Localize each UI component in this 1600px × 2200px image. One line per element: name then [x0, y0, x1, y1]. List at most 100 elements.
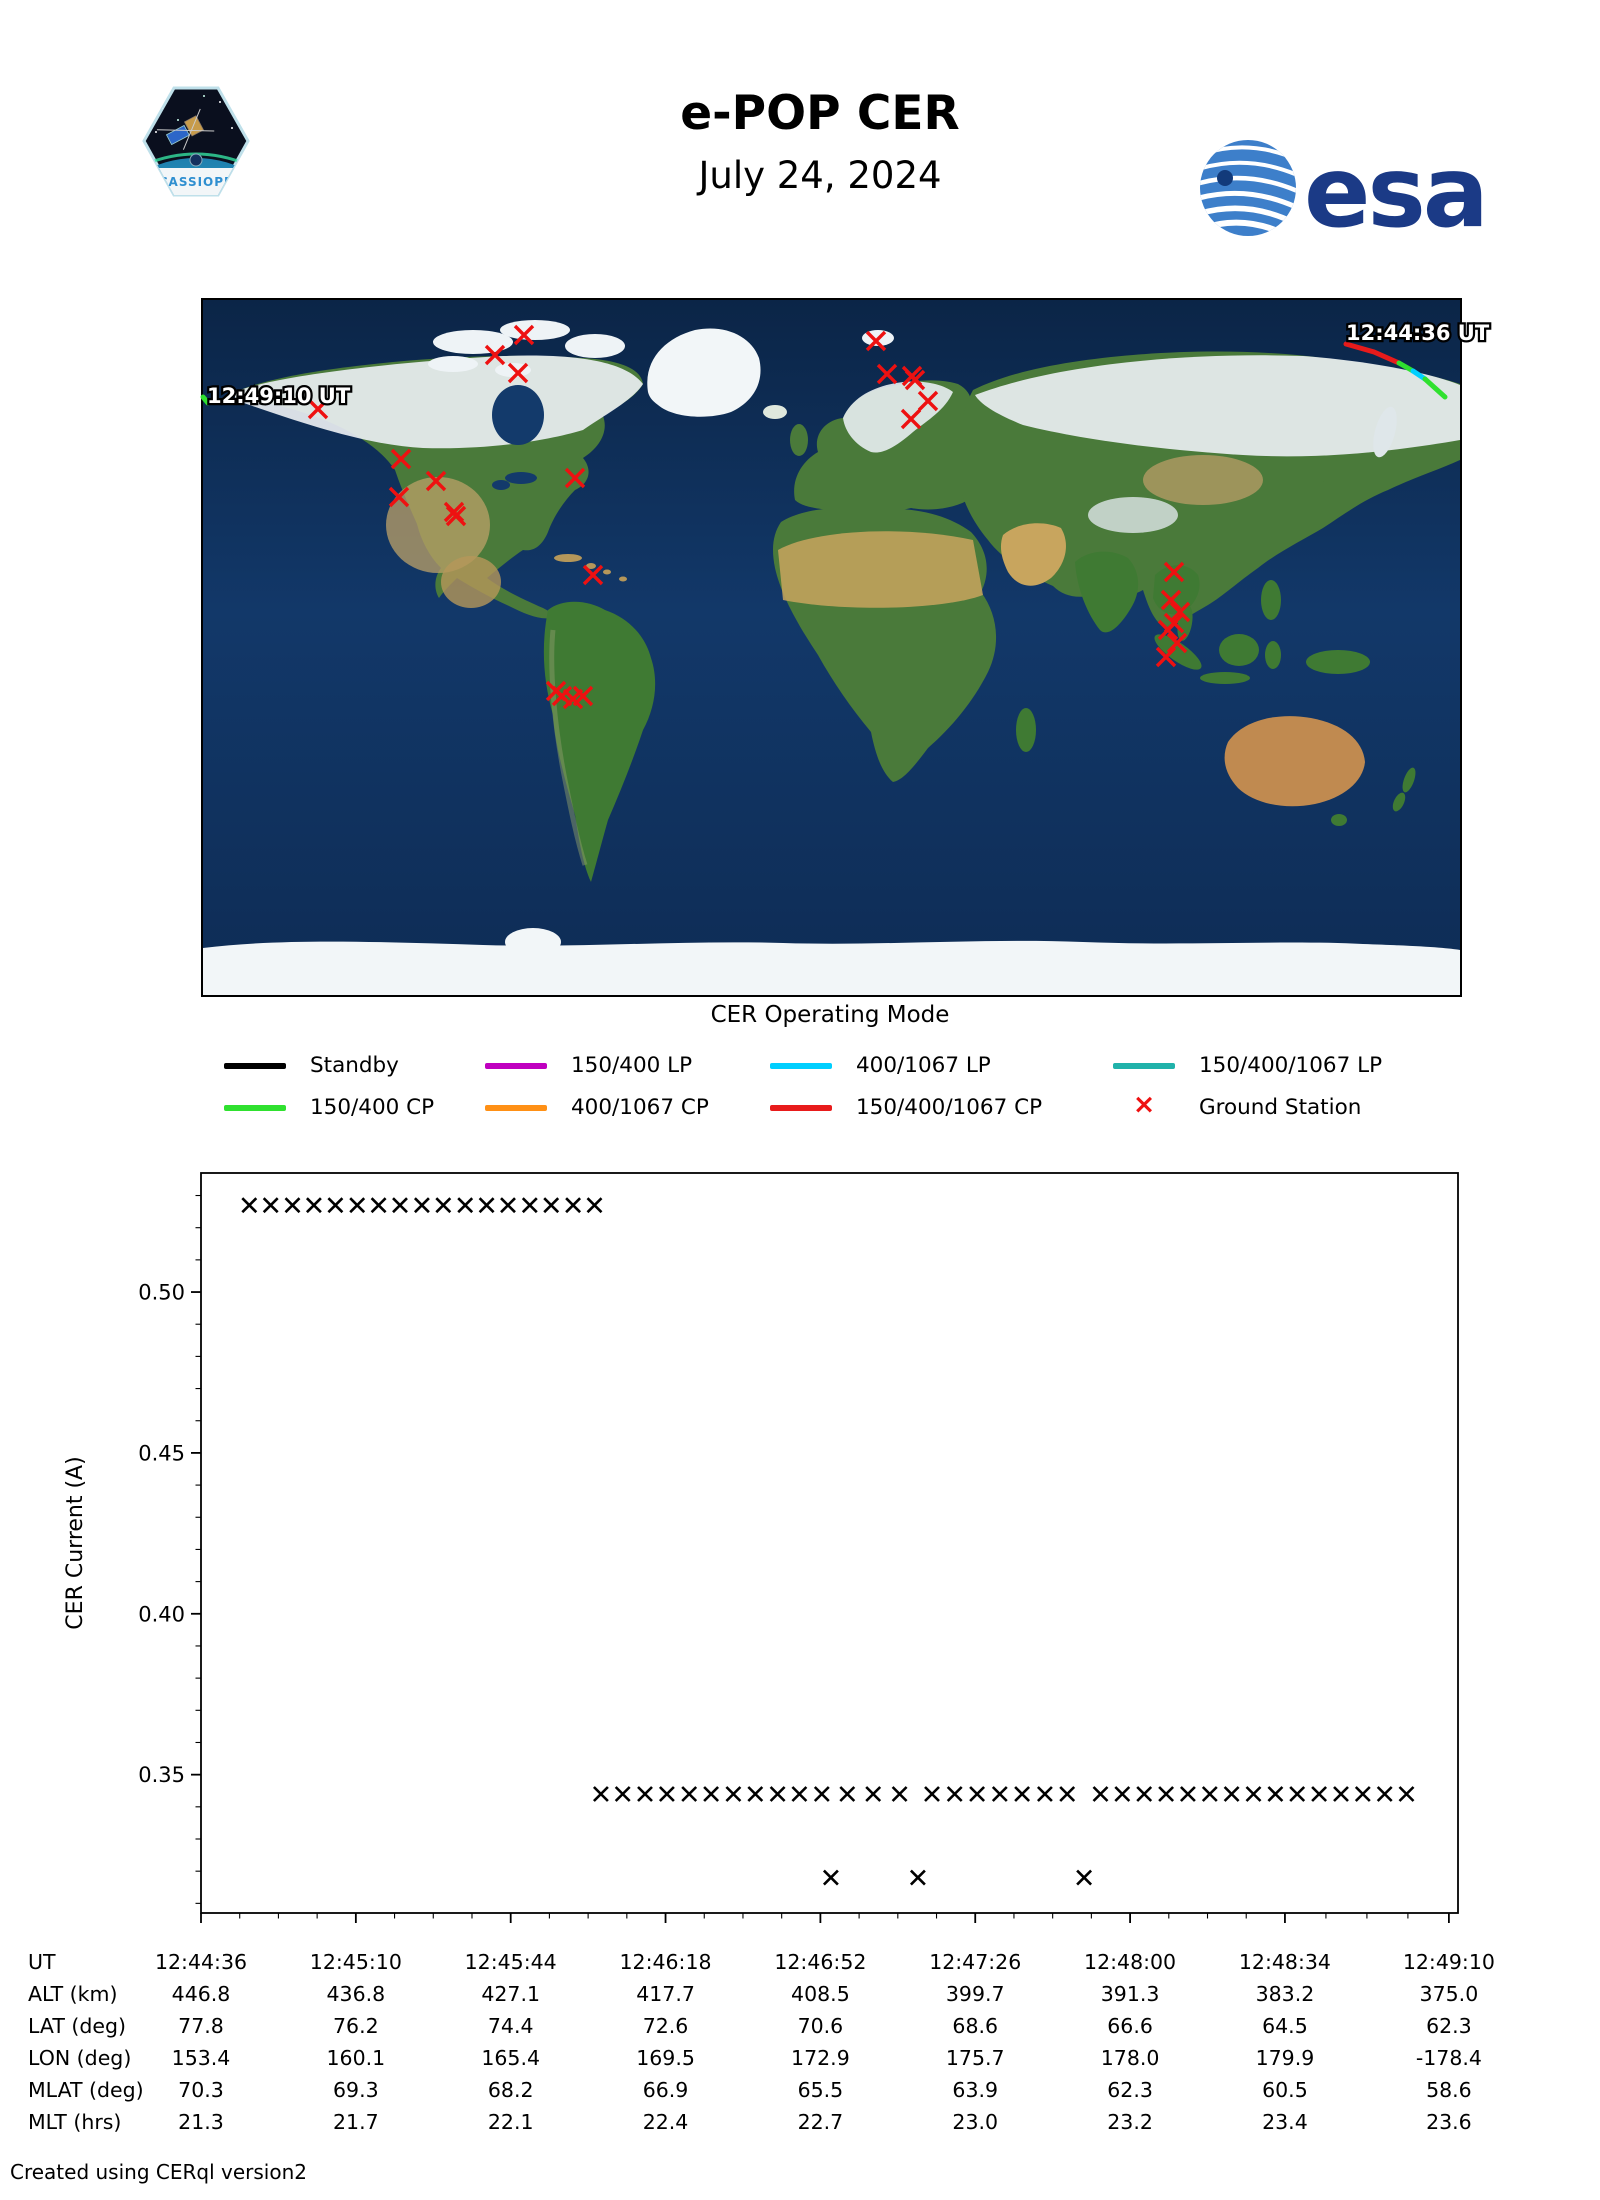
table-row-label: LON (deg)	[28, 2046, 132, 2070]
data-point-x-marker	[1076, 1869, 1093, 1886]
table-cell: 12:48:00	[1084, 1950, 1177, 1974]
data-point-x-marker	[614, 1786, 631, 1802]
track-segment	[200, 394, 211, 406]
data-point-x-marker	[565, 1197, 582, 1214]
legend-swatch	[224, 1063, 286, 1069]
data-point-x-marker	[1036, 1786, 1053, 1802]
table-cell: 417.7	[636, 1982, 695, 2006]
data-point-x-marker	[909, 1869, 926, 1886]
table-cell: 66.9	[642, 2078, 689, 2102]
data-point-x-marker	[681, 1786, 698, 1802]
ground-station-marker	[445, 505, 467, 527]
table-row-label: MLAT (deg)	[28, 2078, 144, 2102]
data-point-x-marker	[1014, 1786, 1031, 1802]
data-point-x-marker	[991, 1786, 1008, 1802]
legend-item-label: 150/400/1067 LP	[1199, 1053, 1383, 1078]
world-map: 12:49:10 UT 12:44:36 UT	[200, 300, 1492, 995]
ground-stations	[307, 324, 1191, 710]
table-cell: 60.5	[1262, 2078, 1308, 2102]
table-cell: 58.6	[1426, 2078, 1472, 2102]
track-segment	[1422, 376, 1448, 400]
table-cell: 69.3	[333, 2078, 379, 2102]
y-axis-label: CER Current (A)	[63, 1456, 88, 1629]
table-cell: 165.4	[481, 2046, 541, 2070]
table-cell: 446.8	[171, 1982, 231, 2006]
data-point-x-marker	[1376, 1786, 1393, 1802]
data-point-x-marker	[1114, 1786, 1131, 1802]
table-cell: 22.1	[487, 2110, 534, 2134]
table-cell: -178.4	[1415, 2046, 1482, 2070]
data-point-x-marker	[865, 1786, 882, 1802]
table-cell: 179.9	[1255, 2046, 1315, 2070]
legend-item-label: 400/1067 CP	[571, 1095, 709, 1120]
legend-swatch	[224, 1105, 286, 1111]
data-point-x-marker	[1333, 1786, 1349, 1802]
data-point-x-marker	[457, 1197, 474, 1214]
continents	[203, 320, 1460, 995]
table-row-label: ALT (km)	[28, 1982, 118, 2006]
page-date: July 24, 2024	[698, 153, 942, 197]
ground-station-marker	[1160, 589, 1182, 611]
data-point-x-marker	[1092, 1786, 1109, 1802]
table-cell: 391.3	[1100, 1982, 1160, 2006]
table-cell: 175.7	[945, 2046, 1005, 2070]
table-cell: 169.5	[636, 2046, 695, 2070]
table-cell: 178.0	[1100, 2046, 1160, 2070]
legend-item-label: 400/1067 LP	[856, 1053, 991, 1078]
table-cell: 436.8	[326, 1982, 386, 2006]
legend-item-label: 150/400/1067 CP	[856, 1095, 1043, 1120]
table-cell: 160.1	[326, 2046, 386, 2070]
chart-axes: 0.35 0.40 0.45 0.50	[138, 1172, 1459, 1923]
chart-markers	[241, 1197, 1415, 1886]
table-cell: 76.2	[333, 2014, 379, 2038]
legend-item-label: Standby	[310, 1053, 399, 1078]
table-cell: 64.5	[1262, 2014, 1308, 2038]
ground-station-marker	[484, 344, 506, 366]
table-cell: 62.3	[1426, 2014, 1472, 2038]
table-cell: 72.6	[642, 2014, 689, 2038]
cassiope-patch-label: CASSIOPE	[159, 175, 234, 189]
esa-wordmark: esa	[1304, 136, 1486, 250]
table-cell: 65.5	[797, 2078, 844, 2102]
data-point-x-marker	[1398, 1786, 1415, 1802]
ground-station-marker	[307, 398, 329, 420]
data-point-x-marker	[284, 1197, 301, 1214]
header: e-POP CER July 24, 2024	[360, 88, 1280, 197]
table-cell: 12:48:34	[1238, 1950, 1331, 1974]
table-cell: 12:47:26	[929, 1950, 1022, 1974]
data-point-x-marker	[1201, 1786, 1218, 1802]
data-point-x-marker	[1136, 1786, 1153, 1802]
ground-station-marker	[1166, 632, 1188, 654]
ground-station-legend-marker: ×	[1132, 1089, 1156, 1120]
y-tick-label: 0.50	[138, 1281, 185, 1305]
ground-station-marker	[904, 369, 926, 391]
y-tick-label: 0.45	[138, 1441, 185, 1465]
table-cell: 68.6	[952, 2014, 999, 2038]
table-row-label: UT	[28, 1950, 56, 1974]
data-point-x-marker	[1311, 1786, 1328, 1802]
data-point-x-marker	[1158, 1786, 1175, 1802]
data-point-x-marker	[413, 1197, 430, 1214]
map-time-label: 12:49:10 UT	[207, 384, 351, 408]
table-cell: 23.4	[1262, 2110, 1308, 2134]
data-point-x-marker	[241, 1197, 258, 1214]
ground-station-marker	[572, 685, 594, 707]
map-time-label: 12:44:36 UT	[1346, 321, 1490, 345]
table-row-label: MLT (hrs)	[28, 2110, 122, 2134]
table-cell: 172.9	[791, 2046, 850, 2070]
data-point-x-marker	[327, 1197, 344, 1214]
table-cell: 77.8	[178, 2014, 224, 2038]
ground-station-marker	[1163, 561, 1185, 583]
legend-swatch	[485, 1063, 547, 1069]
data-point-x-marker	[1267, 1786, 1284, 1802]
data-point-x-marker	[592, 1786, 609, 1802]
data-point-x-marker	[924, 1786, 940, 1802]
table-row-label: LAT (deg)	[28, 2014, 126, 2038]
data-point-x-marker	[305, 1197, 322, 1214]
table-cell: 408.5	[791, 1982, 850, 2006]
table-cell: 375.0	[1419, 1982, 1479, 2006]
data-point-x-marker	[370, 1197, 387, 1214]
cassiope-patch-graphic: CASSIOPE	[142, 86, 250, 197]
data-point-x-marker	[586, 1197, 603, 1214]
